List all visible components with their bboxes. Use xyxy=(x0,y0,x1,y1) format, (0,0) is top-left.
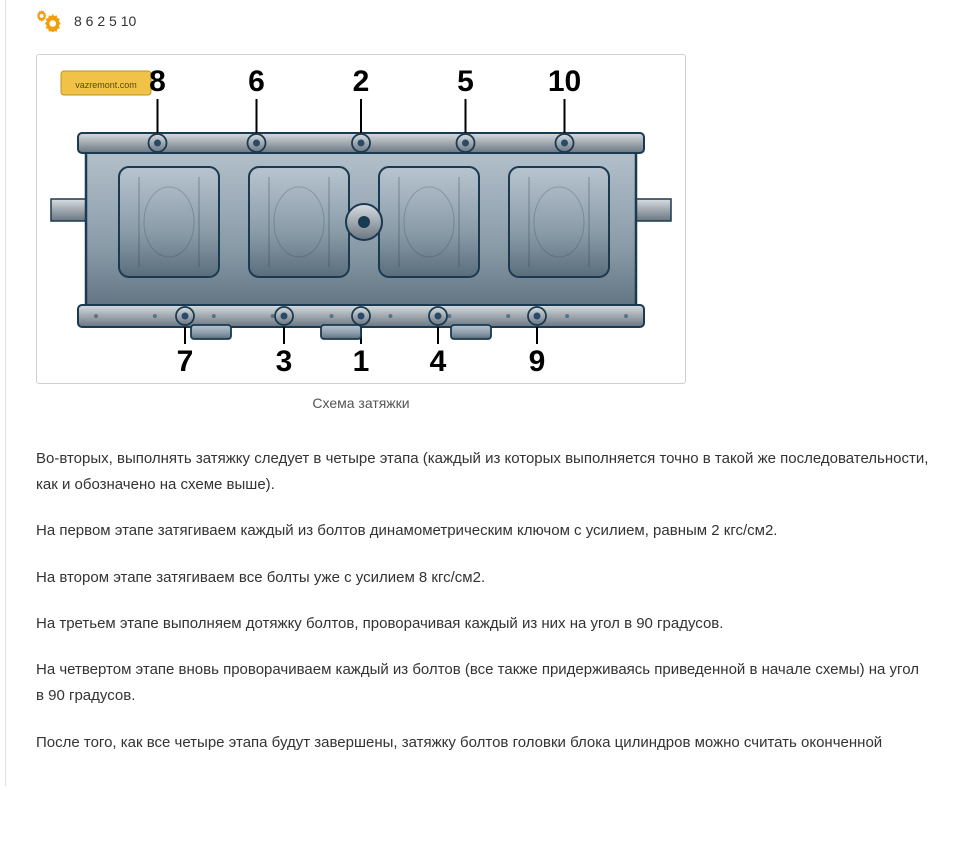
svg-text:8: 8 xyxy=(149,65,166,98)
svg-text:10: 10 xyxy=(548,65,581,98)
paragraph: На втором этапе затягиваем все болты уже… xyxy=(36,565,931,591)
paragraph: На первом этапе затягиваем каждый из бол… xyxy=(36,518,931,544)
svg-text:3: 3 xyxy=(276,345,293,378)
header-numbers: 8 6 2 5 10 xyxy=(74,10,136,34)
gears-icon xyxy=(36,10,64,34)
paragraph: Во-вторых, выполнять затяжку следует в ч… xyxy=(36,446,931,499)
diagram-caption: Схема затяжки xyxy=(36,392,686,416)
paragraph: На четвертом этапе вновь проворачиваем к… xyxy=(36,657,931,710)
engine-diagram: vazremont.com 8 6 2 5 10 7 3 1 4 9 xyxy=(41,59,681,379)
svg-text:6: 6 xyxy=(248,65,265,98)
diagram-figure: vazremont.com 8 6 2 5 10 7 3 1 4 9 xyxy=(36,54,686,384)
svg-text:1: 1 xyxy=(353,345,370,378)
svg-text:2: 2 xyxy=(353,65,370,98)
svg-text:9: 9 xyxy=(529,345,546,378)
header-row: 8 6 2 5 10 xyxy=(36,10,931,34)
svg-text:vazremont.com: vazremont.com xyxy=(75,80,137,90)
svg-text:5: 5 xyxy=(457,65,474,98)
paragraph: После того, как все четыре этапа будут з… xyxy=(36,730,931,756)
svg-text:7: 7 xyxy=(177,345,194,378)
paragraph: На третьем этапе выполняем дотяжку болто… xyxy=(36,611,931,637)
svg-text:4: 4 xyxy=(430,345,447,378)
